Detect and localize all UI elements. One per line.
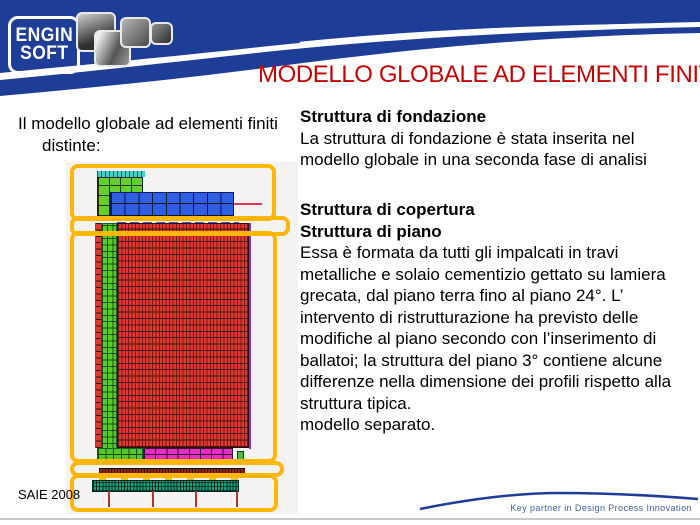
- fem-foundation-mesh: [92, 480, 239, 492]
- section-piano-body: Essa è formata da tutti gli impalcati in…: [300, 243, 672, 413]
- event-label: SAIE 2008: [18, 487, 81, 502]
- highlight-box-tower-body: [70, 231, 277, 463]
- fem-core-green-mesh: [101, 223, 117, 464]
- enginsoft-logo: ENGIN SOFT: [8, 16, 80, 74]
- intro-line2: distinte:: [42, 135, 101, 155]
- fem-base-magenta-mesh: [143, 448, 233, 463]
- section-piano: Struttura di copertura Struttura di pian…: [300, 199, 698, 436]
- slide-title: MODELLO GLOBALE AD ELEMENTI FINITI: [258, 61, 700, 88]
- footer-swoosh-graphic: [419, 491, 699, 511]
- logo-line2: SOFT: [19, 43, 69, 64]
- fem-right-edge-line: [249, 223, 251, 449]
- photo-thumbnail-icon: [150, 22, 173, 45]
- photo-thumbnail-icon: [120, 17, 151, 48]
- intro-text: Il modello globale ad elementi finiti di…: [18, 113, 278, 156]
- section-piano-trailing: modello separato.: [300, 415, 436, 434]
- highlight-box-roof: [70, 164, 276, 221]
- fem-pile-line: [152, 491, 154, 507]
- fem-model-figure: [66, 162, 298, 514]
- fem-left-red-column: [95, 223, 101, 448]
- fem-ground-yellow-dashes: [99, 477, 245, 480]
- section-piano-heading: Struttura di piano: [300, 221, 442, 241]
- footer-tagline: Key partner in Design Process Innovation: [510, 503, 692, 513]
- fem-roof-blue-mesh: [110, 192, 234, 217]
- logo-line1: ENGIN: [15, 24, 73, 46]
- fem-tower-red-mesh: [117, 223, 249, 448]
- intro-line1: Il modello globale ad elementi finiti: [18, 114, 278, 133]
- section-fondazione-body: La struttura di fondazione è stata inser…: [300, 128, 647, 170]
- fem-pile-line: [236, 491, 238, 507]
- header-swoosh-graphic: [0, 0, 700, 96]
- section-fondazione: Struttura di fondazione La struttura di …: [300, 106, 698, 171]
- section-copertura-heading: Struttura di copertura: [300, 200, 475, 219]
- footer-divider: [0, 518, 700, 520]
- highlight-box-foundation: [70, 474, 278, 512]
- fem-roof-beam-line: [234, 203, 262, 205]
- fem-roof-cyan-mesh: [97, 171, 145, 177]
- fem-pile-line: [195, 491, 197, 507]
- fem-base-green-mesh: [97, 448, 143, 463]
- fem-ground-floor-mesh: [99, 468, 245, 477]
- section-fondazione-heading: Struttura di fondazione: [300, 107, 487, 126]
- fem-pile-line: [108, 491, 110, 507]
